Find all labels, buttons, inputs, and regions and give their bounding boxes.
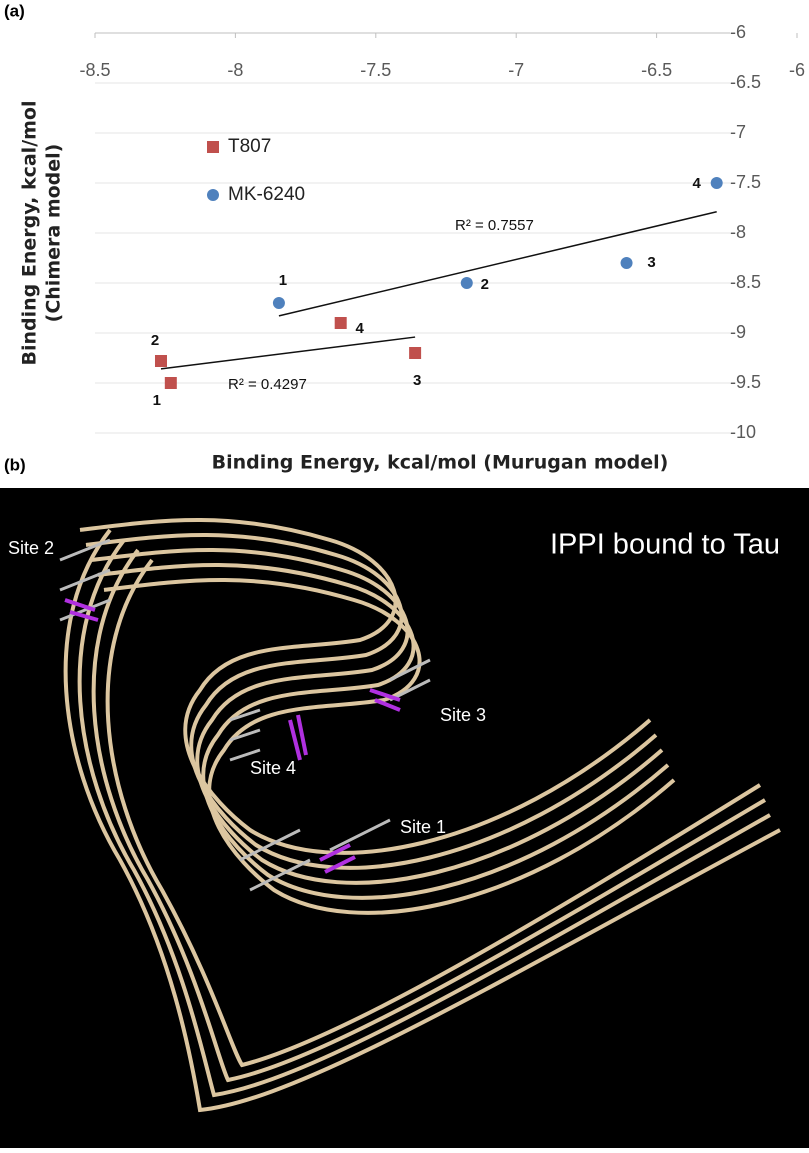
data-point	[461, 277, 473, 289]
data-point	[621, 257, 633, 269]
data-label: 2	[481, 276, 489, 293]
legend-label: T807	[228, 136, 271, 157]
x-tick-label: -6	[789, 60, 805, 80]
data-label: 4	[356, 320, 365, 337]
x-tick-label: -8.5	[79, 60, 110, 80]
y-tick-label: -10	[730, 422, 756, 442]
figure: (a) (b) Binding Energy, kcal/mol (Muruga…	[0, 0, 809, 1148]
panel-label: (b)	[4, 455, 26, 474]
x-tick-label: -6.5	[641, 60, 672, 80]
data-point	[711, 177, 723, 189]
data-point	[409, 347, 421, 359]
x-axis-title: Binding Energy, kcal/mol (Murugan model)	[212, 452, 669, 474]
molecule-image: IPPI bound to Tau Site 1 Site 2 Site 3 S…	[0, 488, 809, 1148]
data-point	[273, 297, 285, 309]
legend-label: MK-6240	[228, 184, 305, 205]
site-label: Site 4	[250, 758, 296, 778]
panel-label: (a)	[4, 1, 25, 20]
y-tick-label: -8	[730, 222, 746, 242]
data-label: 1	[279, 272, 287, 289]
r-squared-annotation: R² = 0.4297	[228, 376, 307, 393]
x-tick-label: -8	[227, 60, 243, 80]
legend-marker	[207, 189, 219, 201]
y-tick-label: -6.5	[730, 72, 761, 92]
data-label: 3	[413, 372, 421, 389]
data-label: 2	[151, 332, 159, 349]
data-label: 1	[153, 392, 161, 409]
site-label: Site 1	[400, 817, 446, 837]
y-axis-title: Binding Energy, kcal/mol	[19, 100, 41, 365]
r-squared-annotation: R² = 0.7557	[455, 217, 534, 234]
y-tick-label: -8.5	[730, 272, 761, 292]
legend-marker	[207, 141, 219, 153]
x-tick-label: -7	[508, 60, 524, 80]
data-point	[155, 355, 167, 367]
data-point	[335, 317, 347, 329]
y-tick-label: -6	[730, 22, 746, 42]
y-tick-label: -9	[730, 322, 746, 342]
data-label: 3	[647, 254, 655, 271]
site-label: Site 3	[440, 705, 486, 725]
y-axis-title: (Chimera model)	[43, 144, 65, 323]
y-tick-label: -7.5	[730, 172, 761, 192]
image-title: IPPI bound to Tau	[550, 529, 780, 561]
y-tick-label: -7	[730, 122, 746, 142]
y-tick-label: -9.5	[730, 372, 761, 392]
trendline	[161, 337, 415, 369]
data-label: 4	[693, 175, 702, 192]
site-label: Site 2	[8, 538, 54, 558]
x-tick-label: -7.5	[360, 60, 391, 80]
data-point	[165, 377, 177, 389]
